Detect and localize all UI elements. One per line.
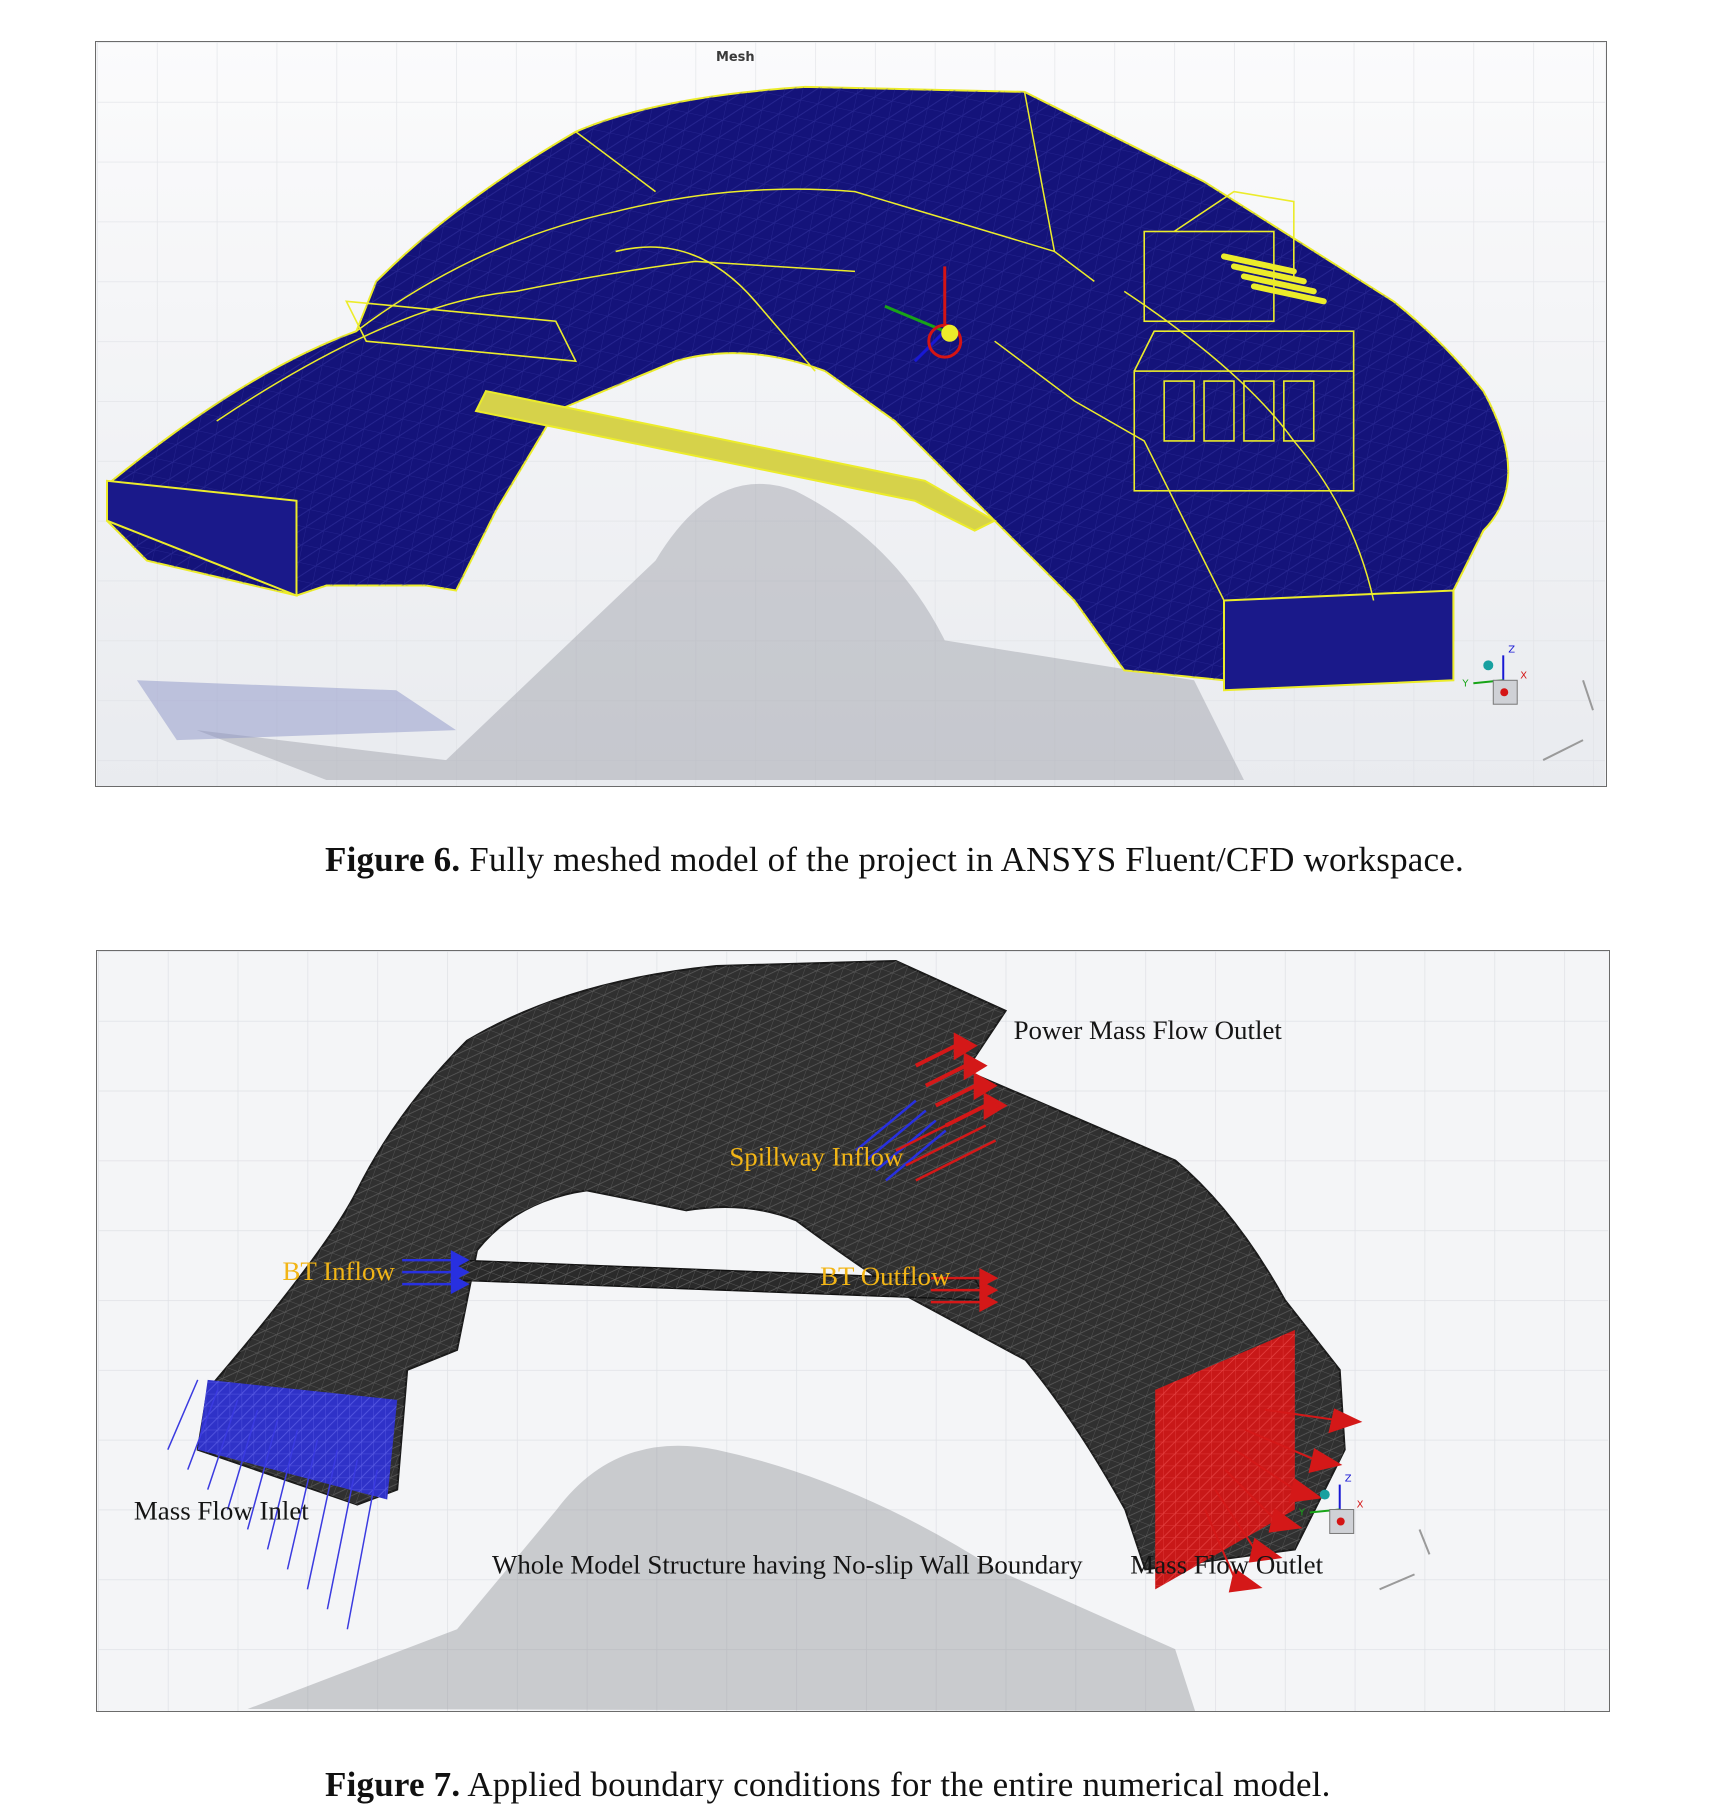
- bt-inflow-arrows: [402, 1250, 470, 1295]
- figure-6-caption-text: Fully meshed model of the project in ANS…: [460, 840, 1464, 879]
- svg-text:Z: Z: [1345, 1474, 1352, 1485]
- power-outlet-arrows: [914, 1032, 1008, 1128]
- meshed-body: [105, 85, 1510, 692]
- figure-7-caption: Figure 7. Applied boundary conditions fo…: [325, 1765, 1331, 1805]
- bt-outflow-label: BT Outflow: [820, 1261, 951, 1291]
- figure-7-caption-text: Applied boundary conditions for the enti…: [460, 1765, 1331, 1804]
- rotate-arrow-icon: [1379, 1529, 1431, 1591]
- bottom-tunnel: [474, 389, 997, 532]
- orientation-cube-icon: Z Y X: [1461, 644, 1527, 705]
- svg-text:X: X: [1357, 1500, 1364, 1511]
- mass-flow-inlet-label: Mass Flow Inlet: [134, 1496, 309, 1526]
- bt-inflow-label: BT Inflow: [283, 1256, 396, 1286]
- orientation-cube-icon: Z Y X: [1298, 1474, 1364, 1534]
- svg-text:Y: Y: [1461, 678, 1469, 689]
- outlet-arrows: [1204, 1408, 1363, 1593]
- floor-reflection: [247, 1445, 1196, 1711]
- figure-7-label: Figure 7.: [325, 1765, 461, 1804]
- figure-6-label: Figure 6.: [325, 840, 461, 879]
- mesh-model-graphic: Mesh Z Y X: [97, 42, 1605, 786]
- power-outlet-label: Power Mass Flow Outlet: [1014, 1015, 1283, 1045]
- rotate-arrow-icon: [1542, 679, 1594, 761]
- boundary-conditions-graphic: Power Mass Flow Outlet Spillway Inflow B…: [97, 951, 1609, 1711]
- figure-6-viewport[interactable]: Mesh Z Y X: [95, 41, 1607, 787]
- origin-triad: [884, 266, 963, 363]
- svg-text:Y: Y: [1298, 1508, 1306, 1519]
- floor-reflection: [196, 483, 1244, 781]
- inlet-arrows: [167, 1379, 378, 1630]
- figure-6-caption: Figure 6. Fully meshed model of the proj…: [325, 840, 1464, 880]
- svg-text:Z: Z: [1508, 644, 1515, 655]
- figure-7-viewport[interactable]: Power Mass Flow Outlet Spillway Inflow B…: [96, 950, 1610, 1712]
- viewport-title: Mesh: [716, 50, 755, 65]
- spillway-arrows: [855, 1099, 997, 1182]
- bt-outflow-arrows: [930, 1268, 999, 1313]
- wall-boundary-label: Whole Model Structure having No-slip Wal…: [492, 1549, 1083, 1579]
- meshed-body: [196, 959, 1346, 1590]
- mass-flow-outlet-label: Mass Flow Outlet: [1130, 1549, 1323, 1579]
- svg-text:X: X: [1520, 670, 1527, 681]
- spillway-inflow-label: Spillway Inflow: [729, 1141, 904, 1171]
